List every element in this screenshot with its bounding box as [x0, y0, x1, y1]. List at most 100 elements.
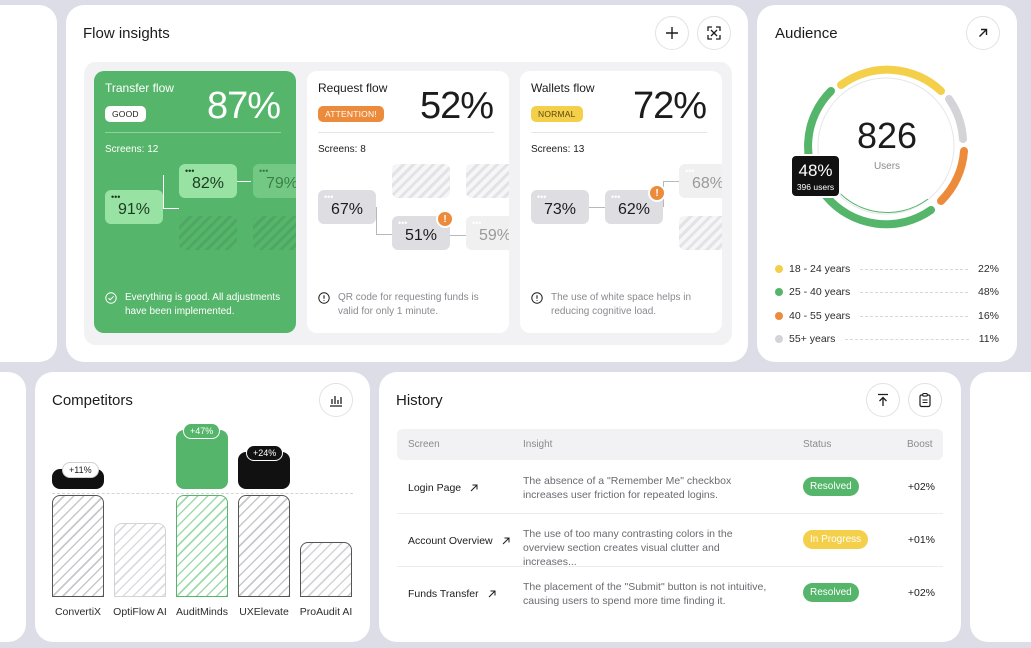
header-boost: Boost [907, 439, 933, 450]
node-value: 79% [265, 175, 296, 192]
bar-proaudit[interactable] [300, 542, 352, 597]
flow-card-request[interactable]: Request flow 52% ATTENTION! Screens: 8 •… [307, 71, 509, 333]
dots-icon: ••• [537, 192, 547, 202]
expand-button[interactable] [697, 16, 731, 50]
row-boost: +02% [907, 481, 935, 493]
node-value: 73% [543, 201, 577, 218]
dots-icon: ••• [185, 166, 195, 176]
warning-icon[interactable]: ! [436, 210, 454, 228]
legend-dot [775, 288, 783, 296]
status-badge: NORMAL [531, 106, 583, 122]
status-badge: Resolved [803, 583, 859, 602]
flow-connector [237, 181, 251, 182]
dots-icon: ••• [111, 192, 121, 202]
screens-count: Screens: 8 [318, 144, 366, 155]
warning-icon[interactable]: ! [648, 184, 666, 202]
info-circle-icon [318, 292, 330, 304]
history-title: History [396, 392, 443, 409]
table-row[interactable]: Account Overview The use of too many con… [397, 514, 943, 568]
screens-count: Screens: 12 [105, 144, 159, 155]
divider [318, 132, 494, 133]
dots-icon: ••• [685, 166, 695, 176]
open-audience-button[interactable] [966, 16, 1000, 50]
flow-card-wallets[interactable]: Wallets flow 72% NORMAL Screens: 13 ••• 7… [520, 71, 722, 333]
flow-footer-text: The use of white space helps in reducing… [551, 292, 692, 317]
row-screen[interactable]: Account Overview [408, 535, 511, 547]
row-screen[interactable]: Login Page [408, 482, 479, 494]
placeholder-node [466, 164, 509, 198]
check-circle-icon [105, 292, 117, 304]
bar-optiflow[interactable] [114, 523, 166, 597]
flow-node[interactable]: ••• 73% [531, 190, 589, 224]
table-row[interactable]: Login Page The absence of a "Remember Me… [397, 461, 943, 514]
bar-auditminds[interactable] [176, 495, 228, 597]
legend-label: 40 - 55 years [789, 310, 851, 322]
flow-footer-text: QR code for requesting funds is valid fo… [338, 292, 479, 317]
row-screen-label: Login Page [408, 482, 462, 494]
audience-total: 826 [856, 115, 918, 156]
node-value: 67% [330, 201, 364, 218]
ghost-card-right-bottom [970, 372, 1031, 642]
legend-value: 16% [977, 310, 999, 322]
row-screen-label: Account Overview [408, 535, 493, 547]
flow-node[interactable]: ••• 91% [105, 190, 163, 224]
legend-dash [860, 268, 968, 270]
audience-title: Audience [775, 25, 838, 42]
plus-icon [666, 27, 678, 39]
status-badge: ATTENTION! [318, 106, 384, 122]
header-screen: Screen [408, 439, 440, 450]
status-badge: GOOD [105, 106, 146, 122]
competitors-title: Competitors [52, 392, 133, 409]
row-screen[interactable]: Funds Transfer [408, 588, 497, 600]
node-value: 59% [478, 227, 509, 244]
competitor-label: ProAudit AI [299, 606, 353, 618]
highlight-users: 396 users [796, 182, 835, 192]
ghost-card-left-top [0, 5, 57, 362]
dots-icon: ••• [472, 218, 482, 228]
expand-icon [707, 26, 721, 40]
flow-footer: Everything is good. All adjustments have… [105, 291, 284, 318]
flow-percent: 52% [419, 85, 494, 127]
flow-node[interactable]: ••• 82% [179, 164, 237, 198]
add-button[interactable] [655, 16, 689, 50]
bar-uxelevate[interactable] [238, 495, 290, 597]
info-circle-icon [531, 292, 543, 304]
flow-node[interactable]: ••• 79% [253, 164, 296, 198]
highlight-tooltip: 48% 396 users [790, 154, 841, 198]
audience-total-label: Users [873, 161, 901, 172]
donut-segment-18-24 [837, 65, 945, 95]
flow-card-transfer[interactable]: Transfer flow 87% GOOD Screens: 12 ••• 91… [94, 71, 296, 333]
chart-view-button[interactable] [319, 383, 353, 417]
node-value: 51% [404, 227, 438, 244]
legend-label: 55+ years [789, 333, 836, 345]
legend-dot [775, 335, 783, 343]
competitor-label: UXElevate [239, 606, 289, 618]
placeholder-node [253, 216, 296, 250]
divider [531, 132, 707, 133]
row-insight: The placement of the "Submit" button is … [523, 581, 767, 608]
dots-icon: ••• [398, 218, 408, 228]
divider [105, 132, 281, 133]
flow-node[interactable]: ••• 59% [466, 216, 509, 250]
node-value: 62% [617, 201, 651, 218]
table-row[interactable]: Funds Transfer The placement of the "Sub… [397, 567, 943, 620]
history-card: History Screen Insight Status Boost Logi… [379, 372, 961, 642]
flow-footer-text: Everything is good. All adjustments have… [125, 292, 281, 317]
bar-convertix[interactable] [52, 495, 104, 597]
flow-node[interactable]: ••• 68% [679, 164, 722, 198]
legend-label: 25 - 40 years [789, 286, 851, 298]
clipboard-button[interactable] [908, 383, 942, 417]
flow-percent: 87% [206, 85, 281, 127]
arrow-up-right-icon [502, 537, 510, 545]
legend-value: 22% [977, 263, 999, 275]
placeholder-node [679, 216, 722, 250]
flow-connector [589, 207, 605, 208]
legend-row: 18 - 24 years 22% [775, 263, 999, 275]
bar-badge: +24% [246, 445, 284, 461]
legend-row: 25 - 40 years 48% [775, 286, 999, 298]
competitor-label: OptiFlow AI [113, 606, 167, 618]
dots-icon: ••• [259, 166, 269, 176]
flow-name: Wallets flow [531, 81, 595, 95]
export-button[interactable] [866, 383, 900, 417]
flow-node[interactable]: ••• 67% [318, 190, 376, 224]
